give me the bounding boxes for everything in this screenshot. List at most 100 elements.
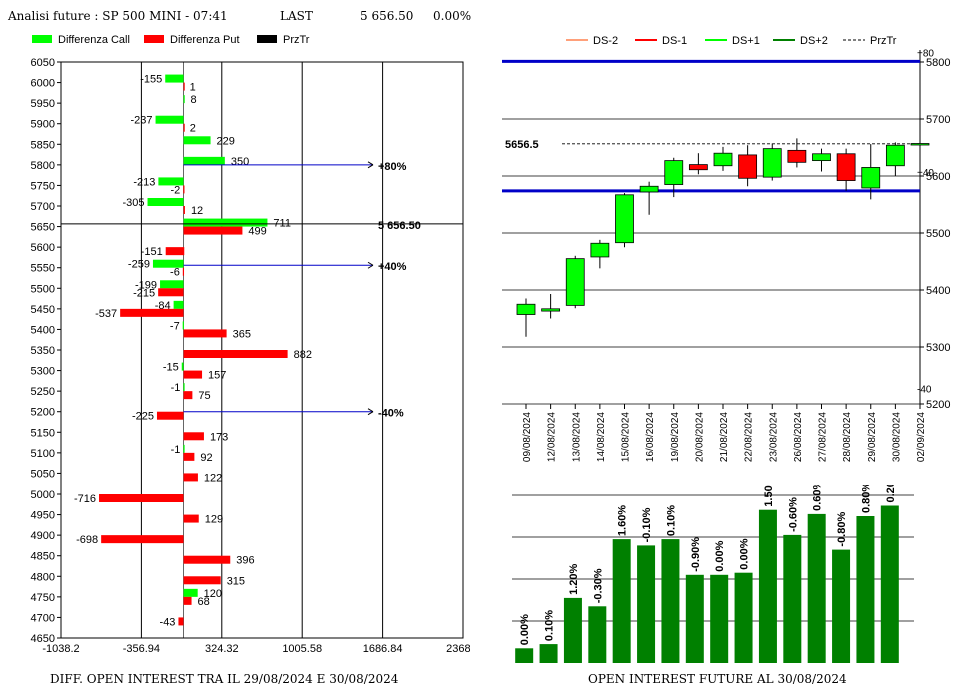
call-bar	[183, 588, 198, 597]
x-tick-label: 1686.84	[363, 643, 403, 654]
oi-bar	[710, 574, 729, 663]
price-line-label: 5656.5	[505, 139, 539, 151]
legend-swatch-price	[257, 35, 277, 43]
strike-label: 4950	[31, 510, 55, 522]
legend-put: Differenza Put	[170, 34, 240, 46]
open-interest-bar-chart: 0.00% 0.10% 1.20% -0.30% 1.60% -0.10% 0.10% -0.…	[512, 485, 914, 663]
strike-label: 5750	[31, 180, 55, 192]
date-label: 20/08/2024	[694, 412, 705, 462]
level-arrow	[367, 264, 374, 269]
call-bar-label: 350	[231, 156, 249, 168]
strike-label: 5350	[31, 345, 55, 357]
strike-label: 5850	[31, 139, 55, 151]
put-bar	[156, 411, 184, 420]
put-bar-label: 365	[233, 328, 251, 340]
put-bar	[183, 350, 288, 358]
put-bar	[183, 452, 195, 461]
candle-body	[812, 153, 831, 162]
date-label: 09/08/2024	[522, 412, 533, 462]
put-bar-label: 157	[208, 370, 226, 382]
call-bar	[158, 177, 184, 186]
put-bar	[183, 226, 243, 235]
call-bar-label: 120	[204, 588, 222, 600]
y-tick-label: 5600	[926, 171, 950, 183]
strike-label: 5800	[31, 160, 55, 172]
strike-label: 5000	[31, 489, 55, 501]
band-label: +80	[917, 48, 934, 59]
oi-bar	[515, 648, 534, 663]
strike-label: 5050	[31, 468, 55, 480]
call-bar-label: 8	[190, 94, 196, 106]
candle-body	[885, 144, 905, 167]
candle-body	[615, 194, 634, 244]
put-bar-label: 68	[198, 596, 210, 608]
change-percent: 0.00%	[433, 9, 472, 23]
right-chart-title: OPEN INTEREST FUTURE AL 30/08/2024	[588, 672, 847, 686]
candle-body	[541, 308, 561, 312]
call-bar	[183, 136, 211, 145]
call-bar	[182, 321, 184, 330]
oi-bar-label: 0.80%	[860, 485, 872, 513]
put-bar-label: -215	[133, 287, 155, 299]
put-bar-label: 173	[210, 431, 228, 443]
date-label: 23/08/2024	[768, 412, 779, 462]
candle-body	[861, 167, 881, 189]
x-tick-label: 324.32	[205, 643, 239, 654]
legend-ds+1: DS+1	[732, 35, 760, 47]
strike-label: 5200	[31, 407, 55, 419]
legend-ds+2: DS+2	[800, 35, 828, 47]
candle-body	[639, 185, 659, 193]
oi-bar	[734, 572, 753, 663]
date-label: 12/08/2024	[547, 412, 558, 462]
oi-bar-label: 1.20%	[568, 563, 580, 594]
level-arrow	[367, 161, 374, 166]
strike-label: 5400	[31, 324, 55, 336]
oi-bar-label: 0.20%	[885, 485, 897, 503]
put-bar-label: -6	[170, 267, 180, 279]
date-label: 19/08/2024	[670, 412, 681, 462]
put-bar-label: -151	[141, 246, 163, 258]
put-bar	[183, 247, 185, 256]
level-label: +40%	[378, 261, 407, 273]
strike-label: 6050	[31, 57, 55, 69]
call-bar	[183, 156, 225, 165]
call-bar-label: -237	[131, 115, 153, 127]
legend-price: PrzTr	[283, 34, 310, 46]
strike-label: 5100	[31, 448, 55, 460]
call-bar-label: -155	[140, 74, 162, 86]
strike-label: 6000	[31, 78, 55, 90]
strike-label: 4850	[31, 551, 55, 563]
call-bar	[147, 198, 184, 206]
oi-bar	[807, 513, 826, 663]
strike-label: 5300	[31, 366, 55, 378]
candle-body	[787, 149, 807, 163]
put-bar	[183, 206, 185, 214]
put-bar-label: 92	[200, 452, 212, 464]
candle-body	[688, 164, 708, 171]
call-bar	[160, 280, 184, 289]
put-bar-label: -225	[132, 411, 154, 423]
put-bar	[183, 329, 227, 338]
put-bar-label: 122	[204, 472, 222, 484]
put-bar	[183, 432, 204, 441]
oi-bar-label: 0.00%	[714, 540, 726, 571]
strike-label: 5600	[31, 242, 55, 254]
call-bar	[181, 362, 184, 371]
date-label: 21/08/2024	[719, 412, 730, 462]
call-bar	[183, 444, 185, 453]
date-label: 13/08/2024	[571, 412, 582, 462]
call-bar-label: 229	[217, 135, 235, 147]
y-tick-label: 5200	[926, 399, 950, 411]
put-bar-label: -537	[95, 308, 117, 320]
put-bar	[183, 82, 185, 91]
date-label: 15/08/2024	[621, 412, 632, 462]
level-label: -40%	[378, 408, 404, 420]
candle-body	[565, 258, 585, 306]
oi-bar-label: 1.60%	[617, 505, 629, 536]
strike-label: 5700	[31, 201, 55, 213]
level-arrow	[367, 411, 374, 416]
legend-prztr: PrzTr	[870, 35, 897, 47]
oi-bar	[563, 597, 582, 663]
strike-label: 5250	[31, 386, 55, 398]
legend-call: Differenza Call	[58, 34, 130, 46]
